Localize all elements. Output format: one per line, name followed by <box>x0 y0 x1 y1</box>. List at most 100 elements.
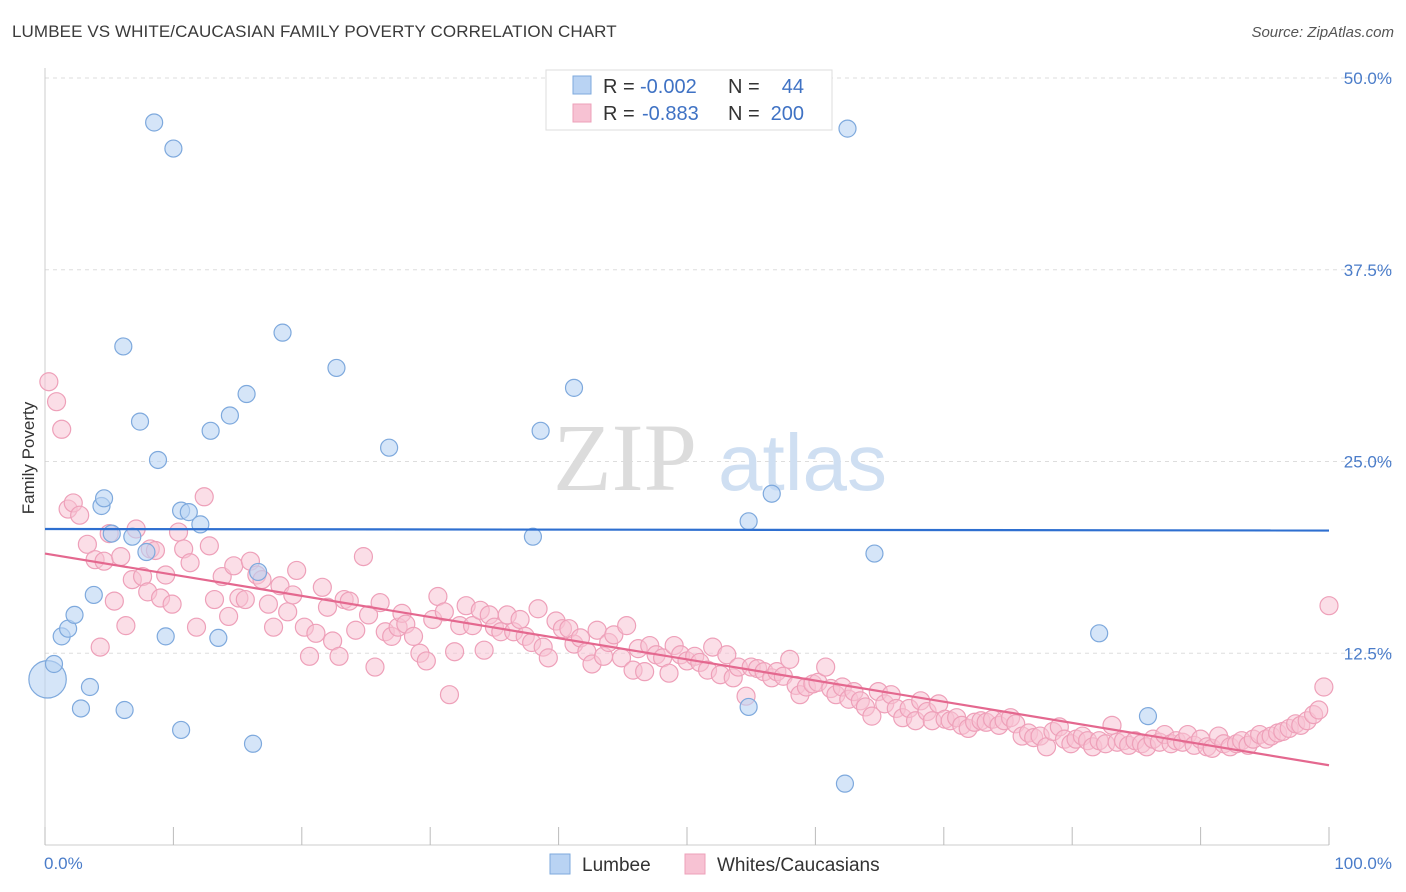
stats-legend-box <box>545 69 833 131</box>
whites-point <box>1319 596 1339 616</box>
whites-point <box>339 591 359 611</box>
whites-point <box>416 651 436 671</box>
lumbee-point <box>179 503 198 522</box>
legend-r-value-1: -0.002 <box>640 76 697 98</box>
whites-point <box>90 637 110 657</box>
lumbee-point <box>838 119 857 138</box>
whites-point <box>329 646 349 666</box>
lumbee-point <box>191 515 210 534</box>
whites-point <box>365 657 385 677</box>
whites-point <box>403 626 424 646</box>
whites-point <box>538 648 558 668</box>
whites-point <box>278 602 298 622</box>
lumbee-point <box>249 562 268 582</box>
lumbee-point <box>137 542 156 562</box>
legend-n-value-2: 200 <box>771 103 804 125</box>
whites-point <box>204 589 225 610</box>
lumbee-point <box>1090 624 1109 643</box>
whites-point <box>1314 677 1334 697</box>
lumbee-point <box>201 421 220 440</box>
whites-point <box>1309 700 1329 720</box>
whites-point <box>116 616 136 636</box>
lumbee-point <box>80 677 100 697</box>
lumbee-point <box>523 527 543 546</box>
whites-point <box>780 649 800 669</box>
whites-point <box>70 505 90 525</box>
lumbee-point <box>84 585 103 605</box>
lumbee-point <box>327 358 346 378</box>
lumbee-point <box>148 450 168 470</box>
legend-whites-swatch <box>684 853 706 875</box>
watermark-zip: ZIP <box>553 404 697 511</box>
lumbee-point <box>273 323 292 342</box>
legend-n-label-1: N = <box>728 76 760 98</box>
whites-point <box>317 597 338 617</box>
lumbee-point <box>114 337 133 356</box>
whites-point <box>346 620 366 640</box>
whites-trend-line <box>44 552 1330 767</box>
whites-point <box>52 419 72 439</box>
whites-point <box>1102 715 1122 735</box>
lumbee-points <box>28 113 1158 793</box>
whites-point <box>39 372 59 392</box>
whites-point <box>439 685 460 705</box>
lumbee-point <box>762 484 781 503</box>
lumbee-point <box>220 406 239 425</box>
lumbee-point <box>739 697 758 717</box>
y-tick-label: 50.0% <box>1344 69 1392 88</box>
whites-point <box>235 589 255 610</box>
whites-point <box>194 487 214 507</box>
lumbee-point <box>65 605 84 625</box>
whites-point <box>219 606 239 627</box>
lumbee-point <box>243 734 263 753</box>
lumbee-point <box>115 700 134 720</box>
lumbee-point <box>380 438 399 457</box>
y-tick-label: 12.5% <box>1344 644 1392 663</box>
lumbee-point <box>130 412 150 431</box>
chart-title: LUMBEE VS WHITE/CAUCASIAN FAMILY POVERTY… <box>12 22 617 41</box>
trend-lines <box>44 527 1330 767</box>
watermark-atlas: atlas <box>718 418 887 507</box>
whites-point <box>528 599 548 619</box>
whites-point <box>862 706 882 726</box>
y-tick-labels: 12.5% 25.0% 37.5% 50.0% <box>1344 69 1392 663</box>
legend-r-label-1: R = <box>603 76 635 98</box>
x-tick-labels: 0.0% 100.0% <box>44 854 1392 873</box>
whites-point <box>162 594 182 614</box>
whites-point <box>659 663 679 683</box>
legend-whites-label: Whites/Caucasians <box>717 855 880 876</box>
whites-point <box>104 591 124 611</box>
lumbee-point <box>172 720 191 740</box>
whites-point <box>199 536 219 556</box>
lumbee-point <box>564 378 584 397</box>
y-tick-label: 25.0% <box>1344 453 1392 472</box>
whites-point <box>299 646 320 666</box>
lumbee-point <box>123 527 142 546</box>
whites-point <box>287 560 307 581</box>
whites-swatch <box>572 103 592 123</box>
whites-point <box>444 642 465 662</box>
x-tick-label: 100.0% <box>1334 854 1392 873</box>
stats-legend: R = -0.002 N = 44 R = -0.883 N = 200 <box>545 69 833 131</box>
lumbee-point <box>237 384 256 404</box>
series-legend: Lumbee Whites/Caucasians <box>549 853 880 876</box>
y-axis-label: Family Poverty <box>19 401 38 514</box>
lumbee-point <box>164 139 183 158</box>
lumbee-point <box>209 628 228 648</box>
whites-point <box>717 645 737 665</box>
lumbee-point <box>835 774 855 793</box>
whites-point <box>46 392 67 412</box>
y-tick-label: 37.5% <box>1344 261 1392 280</box>
legend-n-label-2: N = <box>728 103 760 125</box>
whites-point <box>434 602 454 622</box>
whites-point <box>77 534 97 554</box>
whites-point <box>258 594 279 614</box>
x-tick-label: 0.0% <box>44 854 83 873</box>
lumbee-trend-line <box>44 527 1330 532</box>
whites-point <box>224 556 244 576</box>
whites-point <box>111 547 131 567</box>
whites-point <box>510 609 530 630</box>
legend-n-value-1: 44 <box>782 76 804 98</box>
whites-point <box>353 547 374 567</box>
